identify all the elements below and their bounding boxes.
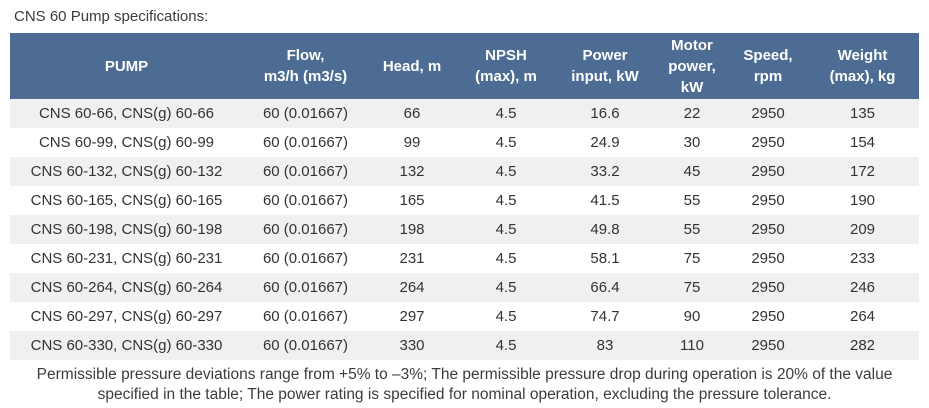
col-header-pump: PUMP [10, 33, 243, 99]
table-cell: 330 [399, 337, 425, 354]
table-cell: 2950 [751, 221, 785, 238]
table-cell: 99 [403, 134, 421, 151]
page-title: CNS 60 Pump specifications: [14, 8, 209, 25]
table-cell: 264 [849, 308, 876, 325]
table-cell: 60 (0.01667) [262, 163, 349, 180]
table-cell: 198 [399, 221, 425, 238]
table-cell: 4.5 [495, 105, 517, 122]
table-cell: CNS 60-264, CNS(g) 60-264 [30, 279, 223, 296]
table-cell: CNS 60-198, CNS(g) 60-198 [30, 221, 223, 238]
table-body: CNS 60-66, CNS(g) 60-66 60 (0.01667) 66 4.5… [10, 99, 919, 360]
table-cell: 60 (0.01667) [262, 279, 349, 296]
col-header-npsh: NPSH (max), m [456, 33, 556, 99]
col-header-speed: Speed, rpm [730, 33, 806, 99]
table-cell: 4.5 [495, 192, 517, 209]
table-cell: 74.7 [590, 308, 620, 325]
table-row: CNS 60-99, CNS(g) 60-99 60 (0.01667) 99 4.5… [10, 128, 919, 157]
table-cell: 2950 [751, 250, 785, 267]
table-cell: 30 [683, 134, 701, 151]
table-cell: 4.5 [495, 250, 517, 267]
col-header-power-input: Power input, kW [556, 33, 654, 99]
table-cell: 4.5 [495, 163, 517, 180]
table-cell: 75 [683, 250, 701, 267]
table-cell: CNS 60-66, CNS(g) 60-66 [38, 105, 215, 122]
table-cell: 60 (0.01667) [262, 105, 349, 122]
table-cell: 66.4 [590, 279, 620, 296]
table-cell: 66 [403, 105, 421, 122]
table-row: CNS 60-165, CNS(g) 60-165 60 (0.01667) 165… [10, 186, 919, 215]
table-cell: 22 [683, 105, 701, 122]
table-cell: 90 [683, 308, 701, 325]
table-cell: 2950 [751, 163, 785, 180]
table-cell: 2950 [751, 192, 785, 209]
footer-note: Permissible pressure deviations range fr… [36, 366, 893, 403]
table-row: CNS 60-264, CNS(g) 60-264 60 (0.01667) 264… [10, 273, 919, 302]
table-cell: 264 [399, 279, 425, 296]
table-cell: 110 [680, 337, 704, 354]
table-cell: 132 [399, 163, 425, 180]
table-cell: CNS 60-297, CNS(g) 60-297 [30, 308, 223, 325]
table-cell: 233 [849, 250, 876, 267]
table-cell: 2950 [751, 279, 785, 296]
table-cell: 4.5 [495, 221, 517, 238]
table-row: CNS 60-297, CNS(g) 60-297 60 (0.01667) 297… [10, 302, 919, 331]
col-header-flow: Flow, m3/h (m3/s) [243, 33, 368, 99]
table-cell: 246 [849, 279, 876, 296]
table-row: CNS 60-330, CNS(g) 60-330 60 (0.01667) 330… [10, 331, 919, 360]
table-cell: 4.5 [495, 279, 517, 296]
table-cell: 75 [683, 279, 701, 296]
table-cell: CNS 60-330, CNS(g) 60-330 [30, 337, 223, 354]
table-cell: 135 [849, 105, 876, 122]
table-cell: 4.5 [495, 308, 517, 325]
table-cell: 172 [849, 163, 876, 180]
table-header: PUMP Flow, m3/h (m3/s) Head, m NPSH (max… [10, 33, 919, 99]
table-cell: 49.8 [590, 221, 620, 238]
table-cell: 60 (0.01667) [262, 337, 349, 354]
table-row: CNS 60-132, CNS(g) 60-132 60 (0.01667) 132… [10, 157, 919, 186]
table-cell: 83 [596, 337, 614, 354]
table-cell: 231 [399, 250, 425, 267]
table-cell: 209 [849, 221, 876, 238]
table-cell: 33.2 [590, 163, 620, 180]
table-cell: 165 [399, 192, 425, 209]
table-cell: 60 (0.01667) [262, 134, 349, 151]
table-cell: 16.6 [590, 105, 620, 122]
table-cell: 55 [683, 221, 701, 238]
table-cell: 282 [849, 337, 876, 354]
table-cell: 24.9 [590, 134, 620, 151]
table-row: CNS 60-66, CNS(g) 60-66 60 (0.01667) 66 4.5… [10, 99, 919, 128]
col-header-weight: Weight (max), kg [806, 33, 919, 99]
table-cell: 4.5 [495, 134, 517, 151]
table-row: CNS 60-231, CNS(g) 60-231 60 (0.01667) 231… [10, 244, 919, 273]
table-cell: CNS 60-132, CNS(g) 60-132 [30, 163, 223, 180]
table-cell: 55 [683, 192, 701, 209]
pump-specs-table: PUMP Flow, m3/h (m3/s) Head, m NPSH (max… [10, 33, 919, 360]
table-cell: CNS 60-99, CNS(g) 60-99 [38, 134, 215, 151]
table-cell: 58.1 [590, 250, 620, 267]
table-cell: 297 [399, 308, 425, 325]
table-cell: 60 (0.01667) [262, 250, 349, 267]
table-cell: 2950 [751, 308, 785, 325]
table-cell: 60 (0.01667) [262, 221, 349, 238]
col-header-motor-power: Motor power, kW [654, 33, 730, 99]
table-cell: 2950 [751, 337, 785, 354]
col-header-head: Head, m [368, 33, 456, 99]
table-cell: 60 (0.01667) [262, 308, 349, 325]
table-row: CNS 60-198, CNS(g) 60-198 60 (0.01667) 198… [10, 215, 919, 244]
table-cell: 154 [849, 134, 876, 151]
table-cell: 60 (0.01667) [262, 192, 349, 209]
header-row: PUMP Flow, m3/h (m3/s) Head, m NPSH (max… [10, 33, 919, 99]
table-cell: CNS 60-165, CNS(g) 60-165 [30, 192, 223, 209]
table-cell: 2950 [751, 105, 785, 122]
table-cell: 2950 [751, 134, 785, 151]
table-cell: CNS 60-231, CNS(g) 60-231 [30, 250, 223, 267]
table-cell: 190 [849, 192, 876, 209]
table-cell: 45 [683, 163, 701, 180]
table-cell: 4.5 [495, 337, 517, 354]
table-cell: 41.5 [590, 192, 620, 209]
